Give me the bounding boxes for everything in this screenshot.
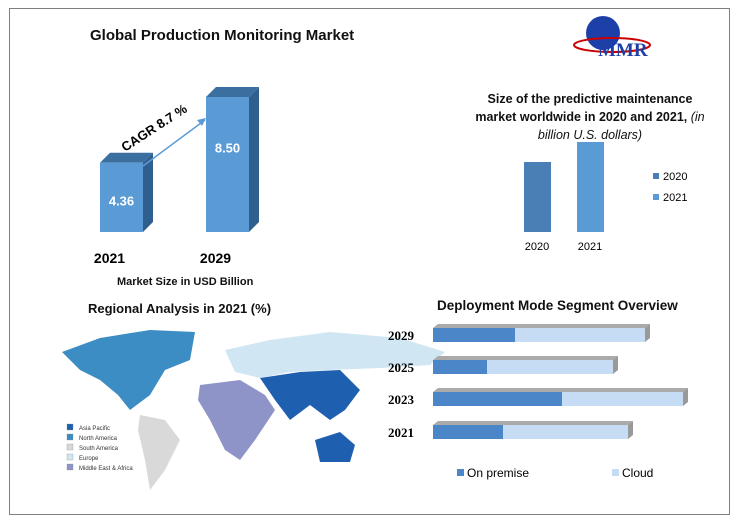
cloud-bar-2025	[487, 360, 613, 374]
bar-top	[433, 388, 688, 392]
south-america-region	[138, 415, 180, 490]
on-premise-bar-2025	[433, 360, 487, 374]
bar-side	[628, 421, 633, 439]
bar-top	[100, 152, 153, 163]
legend-swatch	[612, 469, 619, 476]
x-tick-label: 2020	[525, 241, 549, 253]
map-legend-label: Middle East & Africa	[79, 466, 133, 472]
year-label: 2029	[388, 328, 415, 343]
legend-swatch	[653, 173, 659, 179]
asia-pacific-region	[260, 370, 360, 420]
bar-2029	[206, 97, 249, 232]
bar-side	[143, 152, 153, 232]
x-tick-label: 2021	[578, 241, 602, 253]
bar-top	[433, 324, 650, 328]
legend-label: 2021	[663, 192, 687, 204]
europe-region	[225, 332, 445, 378]
on-premise-bar-2029	[433, 328, 515, 342]
year-label: 2023	[388, 392, 415, 407]
bar-top	[206, 87, 259, 97]
cagr-label: CAGR 8.7 %	[118, 101, 190, 155]
on-premise-bar-2023	[433, 392, 562, 406]
deployment-title: Deployment Mode Segment Overview	[437, 298, 678, 313]
middle-east-africa-region	[198, 380, 275, 460]
map-legend-swatch	[66, 453, 74, 461]
bar-2020	[524, 162, 551, 232]
bar-side	[683, 388, 688, 406]
infographic-frame	[9, 8, 730, 515]
map-legend-swatch	[66, 463, 74, 471]
bar-side	[613, 356, 618, 374]
globe-icon	[586, 16, 620, 50]
category-label: 2029	[200, 250, 231, 266]
bar-top	[433, 356, 618, 360]
map-legend-swatch	[66, 443, 74, 451]
map-legend-label: Europe	[79, 456, 99, 462]
predictive-title: Size of the predictive maintenance marke…	[475, 92, 705, 142]
bar-side	[249, 87, 259, 232]
market-size-label: Market Size in USD Billion	[117, 276, 254, 288]
on-premise-bar-2021	[433, 425, 503, 439]
cloud-bar-2021	[503, 425, 628, 439]
legend-label: 2020	[663, 171, 687, 183]
map-legend-swatch	[66, 423, 74, 431]
map-legend-label: Asia Pacific	[79, 426, 110, 432]
australia-region	[315, 432, 355, 462]
cagr-arrow	[142, 119, 206, 167]
bar-2021	[577, 142, 604, 232]
year-label: 2025	[388, 360, 415, 375]
cloud-bar-2029	[515, 328, 645, 342]
bar-2021	[100, 162, 143, 232]
legend-swatch	[457, 469, 464, 476]
bar-side	[645, 324, 650, 342]
cloud-bar-2023	[562, 392, 683, 406]
logo-text: MMR	[598, 40, 648, 61]
map-legend-label: South America	[79, 446, 119, 452]
category-label: 2021	[94, 250, 125, 266]
map-legend-label: North America	[79, 436, 118, 442]
logo-swoosh	[573, 37, 651, 53]
bar-top	[433, 421, 633, 425]
bar-value-label: 4.36	[109, 193, 134, 208]
year-label: 2021	[388, 425, 414, 440]
legend-label: On premise	[467, 466, 529, 480]
main-title: Global Production Monitoring Market	[90, 27, 355, 44]
north-america-region	[62, 330, 195, 410]
map-legend-swatch	[66, 433, 74, 441]
legend-label: Cloud	[622, 466, 653, 480]
bar-value-label: 8.50	[215, 141, 240, 156]
arrow-head	[197, 118, 206, 126]
regional-title: Regional Analysis in 2021 (%)	[88, 301, 272, 316]
legend-swatch	[653, 194, 659, 200]
